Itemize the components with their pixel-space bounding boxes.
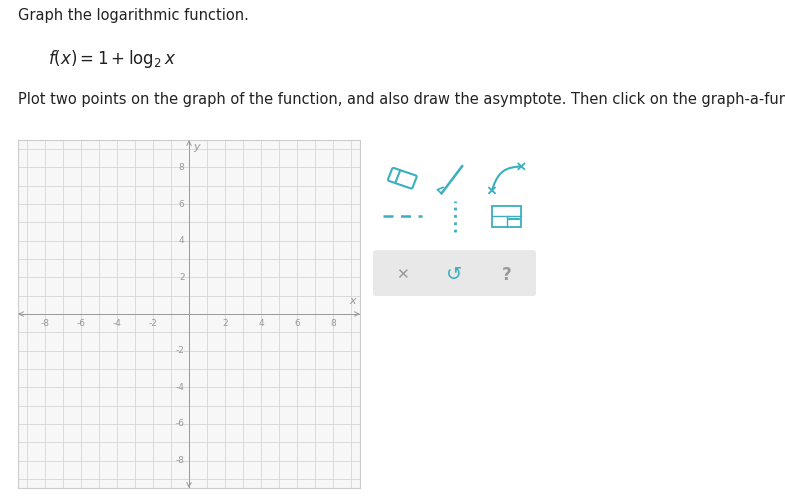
Text: Graph the logarithmic function.: Graph the logarithmic function.	[18, 8, 249, 23]
Text: -2: -2	[148, 319, 158, 328]
Text: Plot two points on the graph of the function, and also draw the asymptote. Then : Plot two points on the graph of the func…	[18, 92, 785, 107]
Text: -2: -2	[176, 346, 184, 355]
Text: ?: ?	[502, 266, 512, 284]
Text: -8: -8	[176, 456, 184, 465]
FancyBboxPatch shape	[373, 250, 536, 296]
Text: 2: 2	[222, 319, 228, 328]
Text: ✕: ✕	[396, 267, 409, 282]
Text: -6: -6	[176, 420, 184, 429]
Text: -8: -8	[41, 319, 49, 328]
Text: 8: 8	[330, 319, 336, 328]
Bar	[492, 206, 521, 227]
Text: y: y	[193, 142, 200, 152]
Text: 6: 6	[294, 319, 300, 328]
Text: 4: 4	[179, 236, 184, 245]
FancyBboxPatch shape	[371, 141, 538, 298]
Text: ↺: ↺	[447, 265, 462, 284]
Text: 6: 6	[179, 200, 184, 209]
Text: -6: -6	[76, 319, 86, 328]
Text: 4: 4	[258, 319, 264, 328]
Text: -4: -4	[112, 319, 122, 328]
Text: $f(x)=1+\log_2 x$: $f(x)=1+\log_2 x$	[49, 48, 177, 69]
Text: 2: 2	[179, 273, 184, 282]
Text: x: x	[350, 296, 356, 306]
Text: -4: -4	[176, 383, 184, 392]
Text: 8: 8	[179, 163, 184, 172]
